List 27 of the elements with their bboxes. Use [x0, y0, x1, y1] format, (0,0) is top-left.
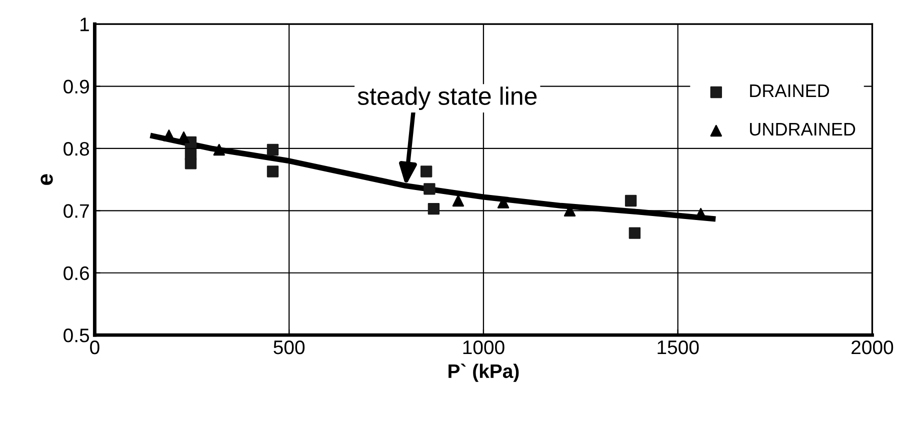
point [266, 144, 279, 156]
y-tick-label: 0.8 [64, 142, 90, 156]
point [266, 166, 279, 178]
point [452, 194, 464, 207]
point [424, 183, 436, 195]
point [213, 144, 225, 156]
point [420, 166, 432, 178]
point [184, 158, 197, 170]
y-tick-label: 0.7 [64, 204, 89, 218]
legend-label: DRAINED [750, 84, 830, 97]
y-tick-label: 1 [80, 18, 89, 32]
x-tick-label: 2000 [852, 340, 894, 354]
x-tick-label: 1500 [658, 340, 699, 354]
legend-label: UNDRAINED [750, 123, 856, 136]
y-tick-label: 0.9 [64, 80, 89, 94]
y-axis-title: e [40, 174, 53, 185]
x-tick-label: 500 [274, 340, 305, 354]
y-tick-label: 0.6 [64, 266, 89, 280]
x-tick-label: 0 [90, 340, 100, 354]
x-tick-label: 1000 [463, 340, 504, 354]
point [163, 130, 175, 142]
point [628, 227, 641, 239]
point [624, 194, 637, 207]
annotation: steady state line [358, 86, 537, 110]
x-axis-title: P` (kPa) [448, 364, 519, 382]
point [428, 202, 440, 215]
y-tick-label: 0.5 [64, 328, 90, 342]
